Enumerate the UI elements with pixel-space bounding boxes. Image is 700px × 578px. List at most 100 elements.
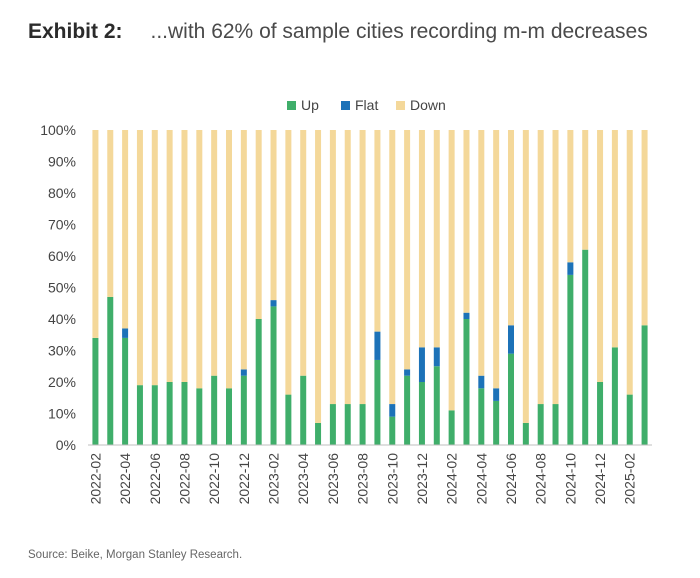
bar-up (433, 366, 440, 445)
x-tick-label: 2024-10 (562, 453, 578, 505)
bar-up (493, 400, 500, 445)
exhibit-label: Exhibit 2: (28, 20, 123, 43)
bar-down (166, 130, 173, 382)
x-tick-label: 2023-08 (355, 453, 371, 505)
bar-down (611, 130, 618, 348)
bar-flat (404, 369, 411, 376)
x-tick-label: 2024-06 (503, 453, 519, 505)
y-tick-label: 40% (48, 311, 76, 327)
bar-up (270, 306, 277, 445)
bar-up (359, 404, 366, 445)
bar-down (493, 130, 500, 389)
bar-up (626, 394, 633, 445)
bar-up (641, 325, 648, 445)
bar-down (270, 130, 277, 301)
bar-down (448, 130, 455, 411)
bar-down (329, 130, 336, 405)
bar-down (300, 130, 307, 376)
bar-up (374, 359, 381, 445)
bar-flat (433, 347, 440, 367)
x-tick-label: 2024-08 (533, 453, 549, 505)
bar-up (211, 375, 218, 445)
bar-up (582, 249, 589, 445)
y-tick-label: 70% (48, 217, 76, 233)
x-tick-label: 2022-12 (236, 453, 252, 505)
bar-flat (270, 300, 277, 307)
bar-flat (463, 312, 470, 319)
y-tick-label: 20% (48, 374, 76, 390)
bar-up (552, 404, 559, 445)
bar-down (315, 130, 322, 423)
bar-flat (508, 325, 514, 354)
bar-down (196, 130, 203, 389)
legend-swatch-down (396, 101, 405, 110)
x-tick-label: 2023-12 (414, 453, 430, 505)
bar-up (611, 347, 618, 445)
bar-down (582, 130, 589, 250)
bar-up (508, 353, 514, 445)
bar-up (389, 416, 396, 445)
bar-down (240, 130, 247, 370)
bar-up (151, 385, 158, 445)
bar-up (181, 382, 188, 445)
bar-down (92, 130, 99, 338)
bar-down (136, 130, 143, 386)
bar-up (344, 404, 351, 445)
bar-down (151, 130, 158, 386)
x-tick-label: 2025-02 (622, 453, 638, 505)
y-tick-label: 80% (48, 185, 76, 201)
bar-up (315, 422, 322, 445)
exhibit-title-text: ...with 62% of sample cities recording m… (150, 20, 648, 43)
x-tick-label: 2022-10 (206, 453, 222, 505)
bar-up (463, 319, 470, 445)
bar-down (463, 130, 470, 313)
bar-up (226, 388, 232, 445)
bar-flat (418, 347, 425, 382)
bar-up (285, 394, 292, 445)
bar-up (448, 410, 455, 445)
source-note: Source: Beike, Morgan Stanley Research. (28, 549, 243, 561)
bar-up (478, 388, 485, 445)
x-tick-label: 2023-02 (266, 453, 282, 505)
bar-flat (493, 388, 500, 401)
bar-down (433, 130, 440, 348)
bar-down (626, 130, 633, 395)
bar-down (508, 130, 514, 326)
bar-up (136, 385, 143, 445)
x-tick-label: 2024-12 (592, 453, 608, 505)
x-tick-label: 2022-04 (117, 453, 133, 505)
legend-label: Up (301, 97, 319, 113)
bar-up (418, 382, 425, 445)
bar-up (567, 274, 574, 445)
bar-down (537, 130, 544, 405)
legend-swatch-flat (341, 101, 350, 110)
bar-up (196, 388, 203, 445)
x-tick-label: 2023-10 (384, 453, 400, 505)
bar-down (522, 130, 529, 423)
y-tick-label: 10% (48, 406, 76, 422)
bar-down (181, 130, 188, 382)
legend-swatch-up (287, 101, 296, 110)
bar-down (374, 130, 381, 332)
y-tick-label: 30% (48, 343, 76, 359)
bar-down (122, 130, 129, 329)
y-tick-label: 0% (56, 437, 76, 453)
legend-label: Flat (355, 97, 378, 113)
bar-down (255, 130, 262, 319)
bar-up (122, 337, 129, 445)
bar-down (389, 130, 396, 405)
bar-flat (240, 369, 247, 376)
bar-flat (374, 331, 381, 360)
bar-flat (567, 262, 574, 275)
bar-up (107, 296, 114, 445)
bar-down (641, 130, 648, 326)
bar-up (240, 375, 247, 445)
bar-down (359, 130, 366, 405)
bar-down (478, 130, 485, 376)
bar-flat (389, 404, 396, 417)
bar-up (522, 422, 529, 445)
x-tick-label: 2023-04 (295, 453, 311, 505)
bar-up (92, 337, 99, 445)
bar-down (226, 130, 232, 389)
